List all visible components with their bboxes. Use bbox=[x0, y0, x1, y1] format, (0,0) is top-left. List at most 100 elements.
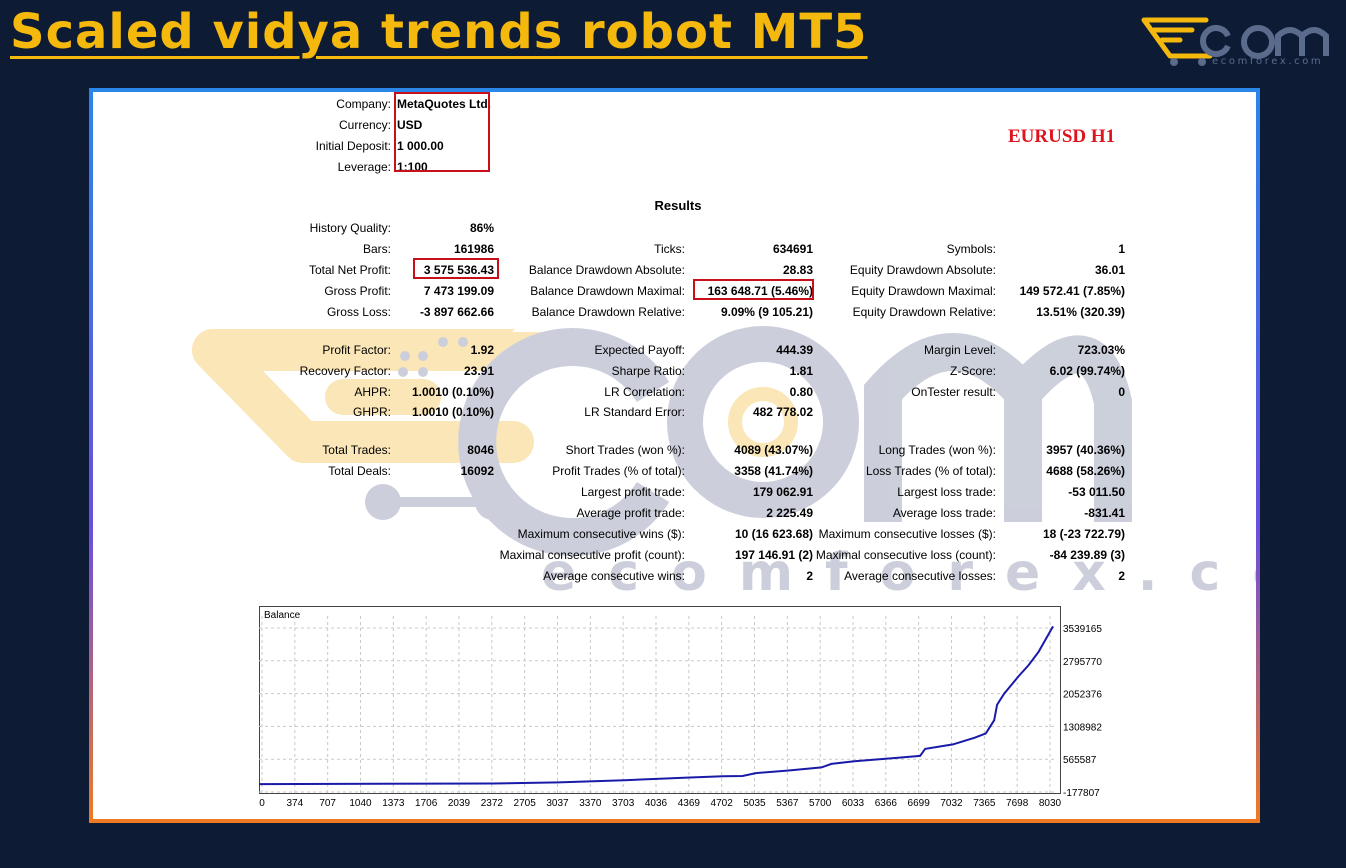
stat-value: 3 575 536.43 bbox=[423, 263, 494, 277]
x-tick-label: 3037 bbox=[546, 798, 569, 809]
deposit-value: 1 000.00 bbox=[397, 139, 444, 153]
x-tick-label: 4702 bbox=[711, 798, 734, 809]
stat-value: 0 bbox=[1118, 385, 1125, 399]
x-tick-label: 1373 bbox=[382, 798, 405, 809]
chart-title: Balance bbox=[264, 610, 301, 621]
stat-label: Margin Level: bbox=[923, 343, 996, 357]
balance-chart-frame bbox=[259, 606, 1061, 794]
stat-label: Average consecutive wins: bbox=[543, 569, 685, 583]
stat-value: 6.02 (99.74%) bbox=[1049, 364, 1125, 378]
stat-value: 149 572.41 (7.85%) bbox=[1019, 284, 1125, 298]
stat-label: History Quality: bbox=[309, 221, 391, 235]
stat-value: 0.80 bbox=[789, 385, 813, 399]
stat-label: Equity Drawdown Maximal: bbox=[851, 284, 996, 298]
x-tick-label: 7365 bbox=[973, 798, 996, 809]
x-tick-label: 6699 bbox=[908, 798, 931, 809]
stat-label: Maximum consecutive wins ($): bbox=[517, 527, 685, 541]
stat-value: 9.09% (9 105.21) bbox=[720, 305, 813, 319]
stat-label: Total Deals: bbox=[328, 464, 391, 478]
stat-value: 7 473 199.09 bbox=[423, 284, 494, 298]
x-tick-label: 6033 bbox=[842, 798, 865, 809]
stat-value: 444.39 bbox=[776, 343, 813, 357]
stat-label: GHPR: bbox=[352, 405, 391, 419]
company-value: MetaQuotes Ltd. bbox=[397, 97, 492, 111]
stat-label: Balance Drawdown Relative: bbox=[531, 305, 685, 319]
stat-label: Profit Trades (% of total): bbox=[552, 464, 685, 478]
stat-label: Z-Score: bbox=[949, 364, 996, 378]
stat-value: 197 146.91 (2) bbox=[734, 548, 813, 562]
x-tick-label: 6366 bbox=[875, 798, 898, 809]
stat-label: LR Standard Error: bbox=[584, 405, 685, 419]
ecom-logo bbox=[1141, 17, 1329, 66]
stat-label: OnTester result: bbox=[911, 385, 996, 399]
stat-value: 3957 (40.36%) bbox=[1046, 443, 1125, 457]
stat-value: 13.51% (320.39) bbox=[1036, 305, 1125, 319]
stat-value: 1.92 bbox=[470, 343, 494, 357]
stat-value: 10 (16 623.68) bbox=[734, 527, 813, 541]
symbol-title: EURUSD H1 bbox=[1008, 126, 1116, 147]
stat-label: Total Net Profit: bbox=[308, 263, 391, 277]
label: Currency: bbox=[338, 118, 391, 132]
stat-value: 36.01 bbox=[1094, 263, 1125, 277]
stat-label: Bars: bbox=[362, 242, 391, 256]
stat-value: 163 648.71 (5.46%) bbox=[707, 284, 813, 298]
x-tick-label: 1040 bbox=[349, 798, 372, 809]
x-tick-label: 2039 bbox=[448, 798, 471, 809]
stat-label: Long Trades (won %): bbox=[878, 443, 996, 457]
stat-label: Balance Drawdown Absolute: bbox=[528, 263, 685, 277]
balance-series-line bbox=[258, 625, 1054, 786]
stat-value: -84 239.89 (3) bbox=[1049, 548, 1125, 562]
logo-subtext: ecomforex.com bbox=[1212, 56, 1324, 67]
x-tick-label: 0 bbox=[259, 798, 265, 809]
balance-chart: 0 374 707 1040 1373 1706 2039 2372 2705 3037 3370 3… bbox=[258, 616, 1102, 809]
account-highlight-box bbox=[394, 92, 490, 172]
stat-value: 482 778.02 bbox=[752, 405, 813, 419]
stat-value: 161986 bbox=[453, 242, 494, 256]
x-tick-label: 5035 bbox=[743, 798, 766, 809]
stat-label: Loss Trades (% of total): bbox=[865, 464, 996, 478]
stat-label: Average profit trade: bbox=[576, 506, 685, 520]
x-tick-label: 2372 bbox=[481, 798, 504, 809]
stat-value: 1.0010 (0.10%) bbox=[411, 405, 494, 419]
stat-value: 3358 (41.74%) bbox=[734, 464, 813, 478]
stat-label: Maximal consecutive loss (count): bbox=[815, 548, 996, 562]
stat-value: 28.83 bbox=[782, 263, 813, 277]
stat-value: 86% bbox=[469, 221, 494, 235]
stat-value: 2 225.49 bbox=[766, 506, 813, 520]
stat-value: -831.41 bbox=[1084, 506, 1125, 520]
stat-label: Symbols: bbox=[946, 242, 996, 256]
stat-label: Average consecutive losses: bbox=[844, 569, 996, 583]
stat-label: Largest loss trade: bbox=[897, 485, 996, 499]
x-tick-label: 7698 bbox=[1006, 798, 1029, 809]
x-tick-label: 1706 bbox=[415, 798, 438, 809]
stat-value: 18 (-23 722.79) bbox=[1042, 527, 1125, 541]
page-title: Scaled vidya trends robot MT5 bbox=[10, 4, 868, 60]
label: Company: bbox=[336, 97, 391, 111]
stat-label: Ticks: bbox=[654, 242, 685, 256]
stat-value: 4688 (58.26%) bbox=[1046, 464, 1125, 478]
y-tick-label: -177807 bbox=[1063, 788, 1100, 799]
stat-label: Profit Factor: bbox=[322, 343, 391, 357]
stat-value: 1.0010 (0.10%) bbox=[411, 385, 494, 399]
stat-value: 8046 bbox=[467, 443, 494, 457]
y-tick-label: 565587 bbox=[1063, 755, 1097, 766]
stat-value: 634691 bbox=[772, 242, 813, 256]
stat-value: 1 bbox=[1118, 242, 1125, 256]
stat-label: Equity Drawdown Relative: bbox=[852, 305, 996, 319]
stat-label: Short Trades (won %): bbox=[565, 443, 685, 457]
stat-label: Maximal consecutive profit (count): bbox=[499, 548, 685, 562]
stat-value: 4089 (43.07%) bbox=[734, 443, 813, 457]
stat-label: Maximum consecutive losses ($): bbox=[818, 527, 996, 541]
x-tick-label: 4036 bbox=[645, 798, 668, 809]
x-tick-label: 5700 bbox=[809, 798, 832, 809]
results-title: Results bbox=[654, 198, 702, 213]
stat-value: 2 bbox=[806, 569, 813, 583]
x-tick-label: 3703 bbox=[612, 798, 635, 809]
stat-label: AHPR: bbox=[354, 385, 391, 399]
x-tick-label: 7032 bbox=[940, 798, 963, 809]
stat-value: -3 897 662.66 bbox=[419, 305, 494, 319]
stat-label: Largest profit trade: bbox=[580, 485, 685, 499]
stat-value: 23.91 bbox=[463, 364, 494, 378]
balance-drawdown-highlight-box bbox=[693, 279, 814, 300]
currency-value: USD bbox=[397, 118, 423, 132]
